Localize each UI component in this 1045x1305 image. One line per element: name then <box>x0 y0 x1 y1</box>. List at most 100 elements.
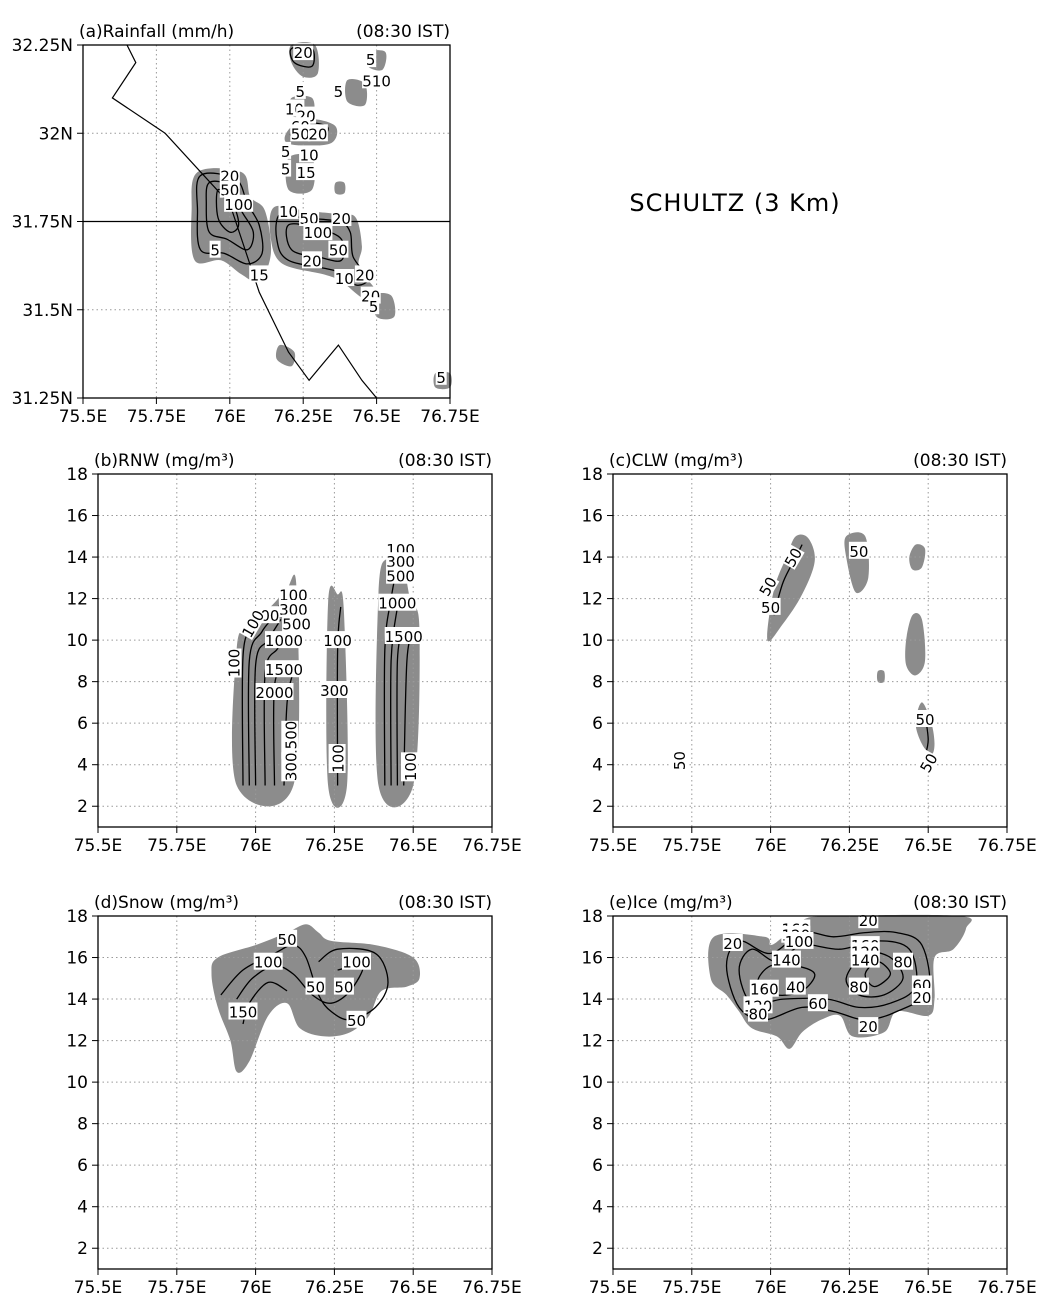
contour-label: 50 <box>670 750 689 771</box>
y-tick-label: 2 <box>592 797 603 817</box>
y-tick-label: 12 <box>581 1032 603 1052</box>
contour-label: 300 <box>281 752 300 782</box>
contour-label: 100 <box>224 194 254 214</box>
shaded-region <box>708 914 972 1049</box>
x-tick-label: 75.5E <box>74 1278 123 1298</box>
contour-label: 20 <box>858 911 879 930</box>
x-tick-label: 75.75E <box>147 1278 206 1298</box>
contour-label-text: 50 <box>291 125 310 143</box>
contour-label-box <box>265 631 303 649</box>
x-tick-label: 75.75E <box>147 836 206 856</box>
contour-label-box <box>280 141 292 159</box>
panel-b: 1003005001001000150020001500300100300100… <box>66 451 521 856</box>
contour-label-box <box>333 977 354 995</box>
contour-label-text: 20 <box>355 266 374 284</box>
contour-label-text: 100 <box>323 632 352 650</box>
contour-label: 50 <box>277 929 298 949</box>
contour-label-box <box>365 50 377 68</box>
contour-label-box <box>278 201 299 219</box>
y-tick-label: 18 <box>66 465 88 485</box>
contour-label-text: 510 <box>362 72 391 90</box>
contour-label-box <box>293 43 314 61</box>
contour-label: 60 <box>807 994 828 1013</box>
contour-label-box <box>354 265 375 283</box>
shaded-region <box>334 181 346 195</box>
contour-label-box <box>224 648 242 678</box>
panel-e: 2020160120100160120140140801604080602012… <box>581 893 1036 1298</box>
shaded-region <box>345 79 368 107</box>
contour-label: 15 <box>249 265 270 284</box>
panel-title: (d)Snow (mg/m³) <box>94 893 239 913</box>
contour-label: 5 <box>280 159 292 179</box>
shaded-region <box>844 532 870 594</box>
contour-label-box <box>319 681 349 698</box>
contour-label-text: 50 <box>916 750 941 776</box>
x-tick-label: 76.75E <box>977 836 1036 856</box>
y-tick-label: 12 <box>581 590 603 610</box>
contour-label-text: 10 <box>300 146 319 164</box>
contour-label-box <box>302 251 322 269</box>
contour-label-text: 5 <box>210 242 220 260</box>
contour-label-text: 100 <box>226 649 244 678</box>
panel-title: (a)Rainfall (mm/h) <box>79 22 234 42</box>
contour-label-text: 15 <box>297 164 316 182</box>
contour-label-text: 300 <box>320 682 349 700</box>
contour-label: 20 <box>354 265 375 284</box>
contour-label: 1500 <box>281 721 300 759</box>
y-tick-label: 14 <box>66 548 88 568</box>
contour-label: 5 <box>332 81 344 101</box>
panel-title: (e)Ice (mg/m³) <box>609 893 733 913</box>
y-tick-label: 18 <box>581 465 603 485</box>
contour-label-text: 100 <box>279 586 308 604</box>
contour-label-box <box>228 1002 258 1020</box>
contour-label: 5 <box>294 81 306 101</box>
contour-label: 2000 <box>255 683 294 702</box>
y-tick-label: 32N <box>39 124 73 144</box>
contour-label-box <box>219 180 240 198</box>
y-tick-label: 12 <box>66 590 88 610</box>
contour-label: 1500 <box>265 660 303 679</box>
contour-label-box <box>253 952 283 970</box>
y-tick-label: 10 <box>66 631 88 651</box>
panel-title: (c)CLW (mg/m³) <box>609 451 743 471</box>
contour-label-text: 10 <box>279 203 298 221</box>
contour-label-text: 20 <box>723 935 742 953</box>
contour-label: 100 <box>253 952 283 972</box>
y-tick-label: 4 <box>592 756 603 776</box>
contour-label: 50 <box>290 124 311 143</box>
contour-label-text: 80 <box>849 979 868 997</box>
y-tick-label: 6 <box>592 714 603 734</box>
contour-label: 20 <box>331 209 352 228</box>
shaded-region <box>905 612 926 676</box>
contour-label-text: 5 <box>281 161 291 179</box>
contour-label: 5 <box>280 141 292 161</box>
x-tick-label: 76.75E <box>462 1278 521 1298</box>
x-tick-label: 76E <box>214 407 246 427</box>
y-tick-label: 2 <box>77 1239 88 1259</box>
contour-label-text: 50 <box>849 543 868 561</box>
contour-label-box <box>915 710 935 727</box>
contour-label: 140 <box>771 950 801 970</box>
contour-label-text: 20 <box>859 1018 878 1036</box>
contour-label-text: 100 <box>402 752 420 781</box>
contour-label-text: 1500 <box>282 721 300 759</box>
contour-label-text: 100 <box>330 744 348 773</box>
contour-label-text: 50 <box>671 751 689 770</box>
plot-frame <box>97 915 493 1270</box>
contour-label: 5 <box>368 297 380 316</box>
contour-label-text: 60 <box>808 995 827 1013</box>
contour-label-box <box>296 163 317 181</box>
contour-label-text: 1000 <box>265 632 303 650</box>
y-tick-label: 14 <box>581 990 603 1010</box>
contour-line <box>195 172 264 265</box>
contour-label: 100 <box>342 952 371 972</box>
contour-label-text: 140 <box>851 952 880 970</box>
contour-label: 100 <box>784 931 814 951</box>
contour-label: 80 <box>893 952 913 972</box>
plot-frame <box>612 915 1008 1270</box>
panel-d: 50 100 100 50 50 50 150 75.5E 75.75E 76E 76.25E 76.… <box>66 893 521 1298</box>
y-tick-label: 18 <box>581 907 603 927</box>
contour-label-text: 50 <box>306 979 325 997</box>
contour-label-box <box>858 1017 879 1035</box>
contour-label-text: 40 <box>786 979 805 997</box>
